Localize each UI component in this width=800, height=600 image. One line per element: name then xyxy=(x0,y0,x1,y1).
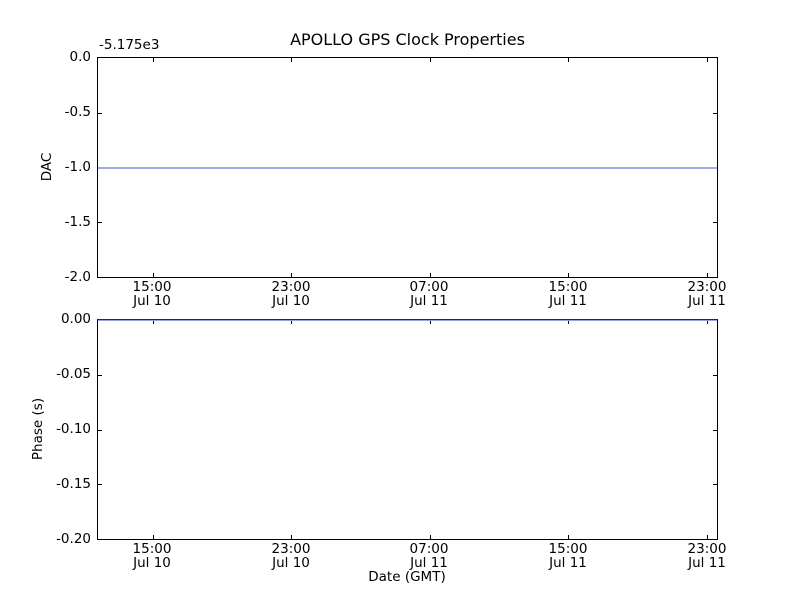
xtick-label: 07:00 Jul 11 xyxy=(384,542,474,570)
x-tick-mark xyxy=(152,273,154,277)
y-axis-offset-label: -5.175e3 xyxy=(99,37,160,53)
dac-series-line xyxy=(98,166,717,169)
xtick-date: Jul 11 xyxy=(688,293,726,309)
y-axis-label-dac: DAC xyxy=(39,152,55,182)
x-tick-mark xyxy=(568,535,570,539)
xtick-date: Jul 11 xyxy=(549,293,587,309)
ytick-label: -0.05 xyxy=(56,366,91,382)
x-tick-mark xyxy=(291,535,293,539)
xtick-time: 15:00 xyxy=(548,279,588,295)
xtick-date: Jul 11 xyxy=(410,555,448,571)
x-axis-label-date: Date (GMT) xyxy=(368,569,446,585)
xtick-date: Jul 11 xyxy=(688,555,726,571)
xtick-time: 15:00 xyxy=(132,279,172,295)
xtick-label: 07:00 Jul 11 xyxy=(384,280,474,308)
xtick-label: 23:00 Jul 10 xyxy=(246,280,336,308)
xtick-label: 15:00 Jul 10 xyxy=(107,280,197,308)
x-tick-mark xyxy=(429,58,431,62)
y-axis-label-phase: Phase (s) xyxy=(30,397,46,461)
xtick-label: 23:00 Jul 10 xyxy=(246,542,336,570)
y-tick-mark xyxy=(713,374,717,376)
x-tick-mark xyxy=(568,273,570,277)
ytick-label: -1.0 xyxy=(64,159,91,175)
xtick-date: Jul 10 xyxy=(272,293,310,309)
y-tick-mark xyxy=(98,222,102,224)
x-tick-mark xyxy=(706,273,708,277)
xtick-date: Jul 10 xyxy=(272,555,310,571)
ytick-label: 0.0 xyxy=(69,49,91,65)
x-tick-mark xyxy=(291,320,293,324)
x-tick-mark xyxy=(706,320,708,324)
xtick-date: Jul 10 xyxy=(133,293,171,309)
ytick-label: 0.00 xyxy=(60,311,91,327)
x-tick-mark xyxy=(152,320,154,324)
y-tick-mark xyxy=(98,429,102,431)
xtick-time: 15:00 xyxy=(548,541,588,557)
x-tick-mark xyxy=(706,535,708,539)
y-tick-mark xyxy=(98,112,102,114)
chart-title: APOLLO GPS Clock Properties xyxy=(290,30,525,49)
xtick-time: 23:00 xyxy=(271,541,311,557)
x-tick-mark xyxy=(568,58,570,62)
xtick-date: Jul 10 xyxy=(133,555,171,571)
ytick-label: -1.5 xyxy=(64,214,91,230)
xtick-date: Jul 11 xyxy=(549,555,587,571)
x-tick-mark xyxy=(291,273,293,277)
phase-plot-area xyxy=(97,319,718,540)
xtick-time: 15:00 xyxy=(132,541,172,557)
xtick-time: 23:00 xyxy=(271,279,311,295)
xtick-time: 23:00 xyxy=(687,541,727,557)
x-tick-mark xyxy=(568,320,570,324)
xtick-label: 15:00 Jul 11 xyxy=(523,542,613,570)
y-tick-mark xyxy=(98,484,102,486)
xtick-time: 23:00 xyxy=(687,279,727,295)
ytick-label: -0.15 xyxy=(56,476,91,492)
ytick-label: -0.20 xyxy=(56,531,91,547)
y-tick-mark xyxy=(713,222,717,224)
y-tick-mark xyxy=(98,374,102,376)
x-tick-mark xyxy=(429,535,431,539)
y-tick-mark xyxy=(713,484,717,486)
xtick-label: 15:00 Jul 11 xyxy=(523,280,613,308)
x-tick-mark xyxy=(152,535,154,539)
x-tick-mark xyxy=(429,273,431,277)
ytick-label: -0.10 xyxy=(56,421,91,437)
xtick-time: 07:00 xyxy=(409,541,449,557)
x-tick-mark xyxy=(152,58,154,62)
xtick-time: 07:00 xyxy=(409,279,449,295)
xtick-label: 15:00 Jul 10 xyxy=(107,542,197,570)
dac-plot-area xyxy=(97,57,718,278)
x-tick-mark xyxy=(706,58,708,62)
ytick-label: -2.0 xyxy=(64,269,91,285)
xtick-label: 23:00 Jul 11 xyxy=(662,542,752,570)
x-tick-mark xyxy=(291,58,293,62)
phase-series-line xyxy=(98,320,717,321)
y-tick-mark xyxy=(713,429,717,431)
xtick-date: Jul 11 xyxy=(410,293,448,309)
ytick-label: -0.5 xyxy=(64,104,91,120)
xtick-label: 23:00 Jul 11 xyxy=(662,280,752,308)
y-tick-mark xyxy=(713,112,717,114)
x-tick-mark xyxy=(429,320,431,324)
